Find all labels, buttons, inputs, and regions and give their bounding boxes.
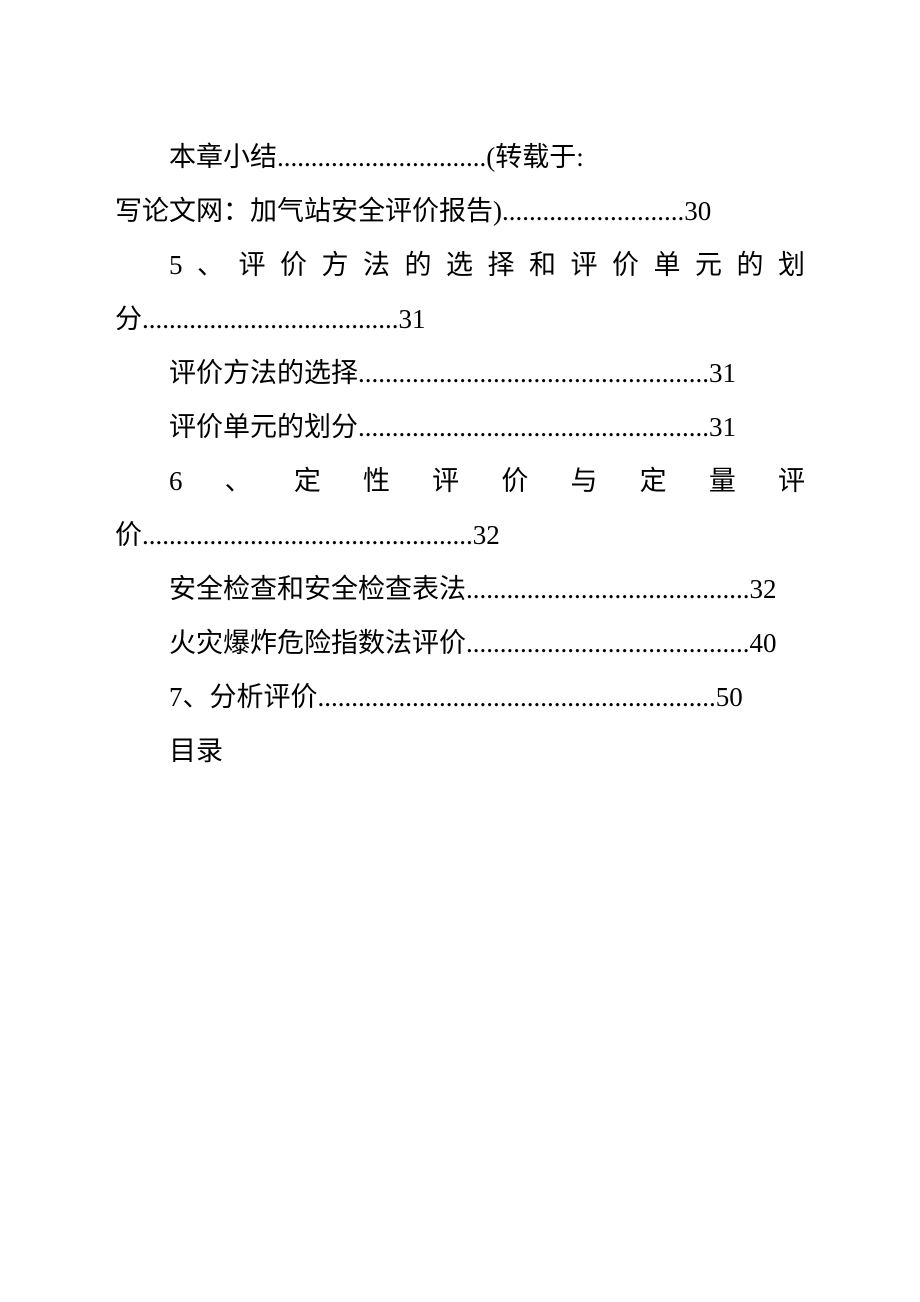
toc-label: 目录 [115,724,805,778]
toc-entry-ch5: 5、评价方法的选择和评价单元的划分.......................… [115,238,805,346]
document-page: 本章小结...............................(转载于:… [0,0,920,1302]
toc-entry-ch5-1: 评价方法的选择.................................… [115,346,805,400]
toc-entry-ch6-1: 安全检查和安全检查表法.............................… [115,562,805,616]
toc-entry-ch7: 7、分析评价..................................… [115,670,805,724]
toc-entry-summary: 本章小结...............................(转载于: [115,130,805,184]
toc-entry-ch5-2: 评价单元的划分.................................… [115,400,805,454]
toc-entry-ch6: 6、定性评价与定量评价.............................… [115,454,805,562]
toc-entry-ch6-2: 火灾爆炸危险指数法评价.............................… [115,616,805,670]
toc-entry-source: 写论文网：加气站安全评价报告).........................… [115,184,805,238]
